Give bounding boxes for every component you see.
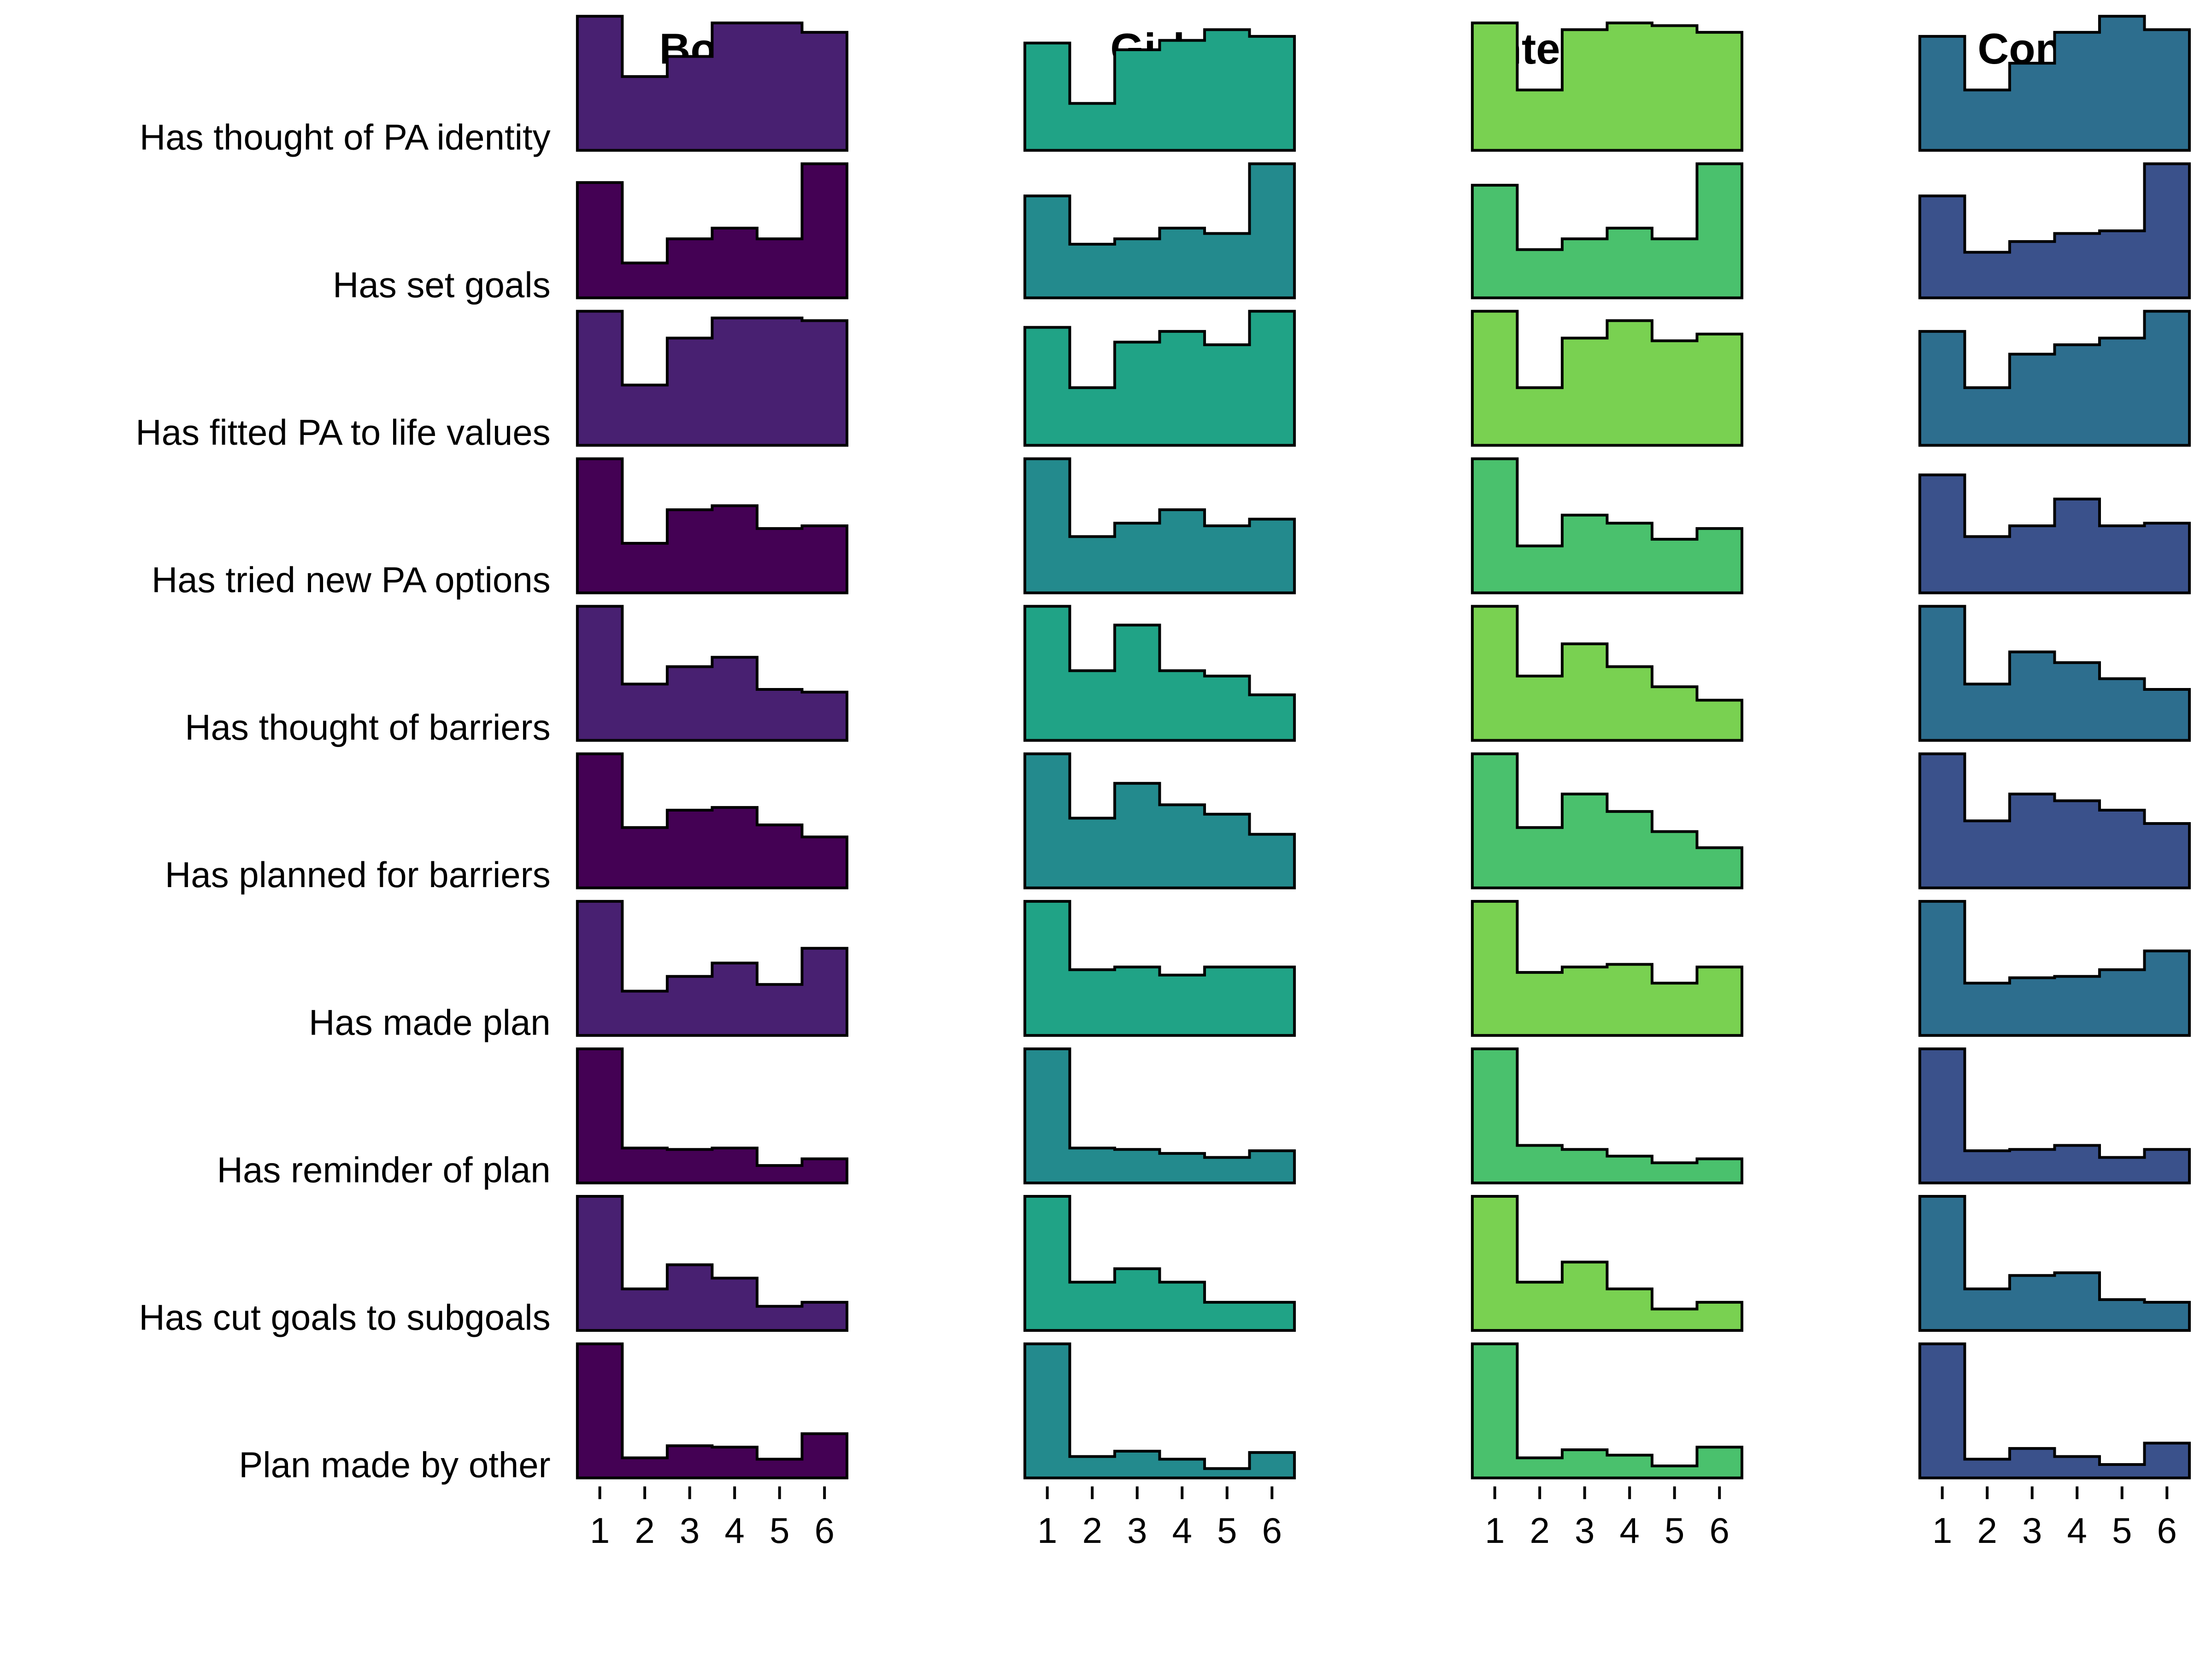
row-label-6: Has made plan bbox=[309, 1002, 551, 1042]
histogram-0-1 bbox=[1023, 28, 1296, 152]
histogram-8-0 bbox=[576, 1195, 848, 1332]
histogram-1-0 bbox=[576, 162, 848, 300]
row-label-9: Plan made by other bbox=[239, 1445, 550, 1485]
histogram-6-3 bbox=[1918, 900, 2191, 1037]
x-tick-label-0-2: 3 bbox=[680, 1510, 700, 1551]
histogram-5-2 bbox=[1471, 752, 1743, 889]
histogram-7-2 bbox=[1471, 1047, 1743, 1184]
x-tick-label-1-1: 2 bbox=[1082, 1510, 1102, 1551]
histogram-9-1 bbox=[1023, 1342, 1296, 1480]
histogram-5-1 bbox=[1023, 752, 1296, 889]
histogram-4-0 bbox=[576, 605, 848, 742]
histogram-panels bbox=[576, 15, 2191, 1480]
histogram-9-2 bbox=[1471, 1342, 1743, 1480]
x-tick-label-0-4: 5 bbox=[770, 1510, 789, 1551]
row-label-0: Has thought of PA identity bbox=[140, 117, 551, 158]
x-tick-label-2-0: 1 bbox=[1485, 1510, 1505, 1551]
histogram-1-3 bbox=[1918, 162, 2191, 300]
x-tick-label-1-3: 4 bbox=[1172, 1510, 1192, 1551]
x-tick-label-2-2: 3 bbox=[1575, 1510, 1594, 1551]
histogram-7-0 bbox=[576, 1047, 848, 1184]
row-label-4: Has thought of barriers bbox=[185, 707, 550, 747]
histogram-4-3 bbox=[1918, 605, 2191, 742]
x-tick-label-3-3: 4 bbox=[2067, 1510, 2087, 1551]
histogram-6-2 bbox=[1471, 900, 1743, 1037]
x-tick-label-3-0: 1 bbox=[1932, 1510, 1952, 1551]
x-tick-label-0-1: 2 bbox=[635, 1510, 654, 1551]
histogram-9-0 bbox=[576, 1342, 848, 1480]
histogram-5-0 bbox=[576, 752, 848, 889]
row-label-2: Has fitted PA to life values bbox=[135, 412, 550, 453]
x-tick-label-3-2: 3 bbox=[2022, 1510, 2042, 1551]
histogram-3-1 bbox=[1023, 457, 1296, 594]
histogram-1-1 bbox=[1023, 162, 1296, 300]
x-tick-label-0-3: 4 bbox=[724, 1510, 744, 1551]
row-label-5: Has planned for barriers bbox=[165, 854, 551, 895]
histogram-2-3 bbox=[1918, 310, 2191, 447]
row-labels: Has thought of PA identity Has set goals H… bbox=[135, 117, 550, 1485]
histogram-0-2 bbox=[1471, 21, 1743, 152]
histogram-7-3 bbox=[1918, 1047, 2191, 1184]
x-tick-label-1-5: 6 bbox=[1262, 1510, 1282, 1551]
histogram-3-0 bbox=[576, 457, 848, 594]
x-tick-label-0-5: 6 bbox=[814, 1510, 834, 1551]
x-tick-label-3-1: 2 bbox=[1977, 1510, 1997, 1551]
histogram-2-2 bbox=[1471, 310, 1743, 447]
x-tick-label-2-1: 2 bbox=[1530, 1510, 1549, 1551]
column-titles: BoysGirlsInterventionControl bbox=[659, 24, 2131, 73]
histogram-3-3 bbox=[1918, 473, 2191, 594]
x-tick-label-1-4: 5 bbox=[1217, 1510, 1237, 1551]
histogram-3-2 bbox=[1471, 457, 1743, 594]
x-tick-label-0-0: 1 bbox=[590, 1510, 610, 1551]
histogram-9-3 bbox=[1918, 1342, 2191, 1480]
x-tick-label-1-2: 3 bbox=[1127, 1510, 1147, 1551]
histogram-8-2 bbox=[1471, 1195, 1743, 1332]
histogram-6-0 bbox=[576, 900, 848, 1037]
x-tick-label-3-5: 6 bbox=[2157, 1510, 2177, 1551]
row-label-3: Has tried new PA options bbox=[152, 559, 551, 600]
row-label-7: Has reminder of plan bbox=[217, 1149, 551, 1190]
x-tick-label-2-5: 6 bbox=[1710, 1510, 1730, 1551]
histogram-6-1 bbox=[1023, 900, 1296, 1037]
histogram-2-1 bbox=[1023, 310, 1296, 447]
row-label-8: Has cut goals to subgoals bbox=[139, 1297, 550, 1338]
histogram-0-3 bbox=[1918, 15, 2191, 152]
x-tick-label-2-3: 4 bbox=[1619, 1510, 1639, 1551]
histogram-1-2 bbox=[1471, 162, 1743, 300]
row-label-1: Has set goals bbox=[333, 265, 551, 305]
histogram-5-3 bbox=[1918, 752, 2191, 889]
x-tick-label-1-0: 1 bbox=[1037, 1510, 1057, 1551]
histogram-2-0 bbox=[576, 310, 848, 447]
histogram-4-1 bbox=[1023, 605, 1296, 742]
histogram-8-1 bbox=[1023, 1195, 1296, 1332]
histogram-8-3 bbox=[1918, 1195, 2191, 1332]
histogram-7-1 bbox=[1023, 1047, 1296, 1184]
histogram-0-0 bbox=[576, 15, 848, 152]
histogram-4-2 bbox=[1471, 605, 1743, 742]
x-tick-label-3-4: 5 bbox=[2112, 1510, 2132, 1551]
x-tick-label-2-4: 5 bbox=[1665, 1510, 1684, 1551]
